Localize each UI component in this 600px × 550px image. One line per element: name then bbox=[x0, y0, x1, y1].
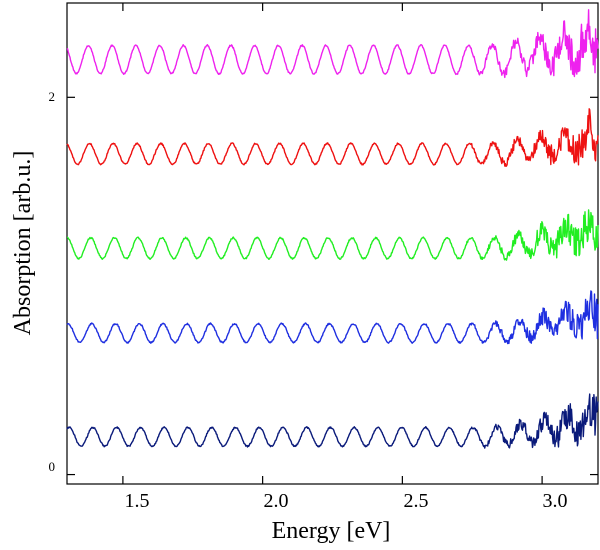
y-tick-label: 0 bbox=[49, 459, 56, 474]
x-axis-title: Energy [eV] bbox=[272, 518, 391, 544]
series-group bbox=[66, 9, 599, 449]
series-line-magenta bbox=[66, 9, 599, 79]
x-tick-label: 3.0 bbox=[543, 490, 568, 512]
series-line-green bbox=[66, 209, 599, 261]
y-axis-title: Absorption [arb.u.] bbox=[10, 151, 36, 336]
series-line-navy bbox=[66, 393, 599, 449]
y-tick-label: 2 bbox=[49, 89, 56, 104]
series-line-blue bbox=[66, 290, 599, 345]
ticks-group bbox=[67, 3, 598, 484]
x-tick-label: 2.0 bbox=[264, 490, 289, 512]
series-line-red bbox=[66, 108, 599, 167]
x-tick-label: 2.5 bbox=[404, 490, 429, 512]
y-tick-labels: 0 2 bbox=[49, 89, 56, 474]
x-tick-label: 1.5 bbox=[125, 490, 150, 512]
x-tick-labels: 1.5 2.0 2.5 3.0 bbox=[125, 490, 568, 512]
